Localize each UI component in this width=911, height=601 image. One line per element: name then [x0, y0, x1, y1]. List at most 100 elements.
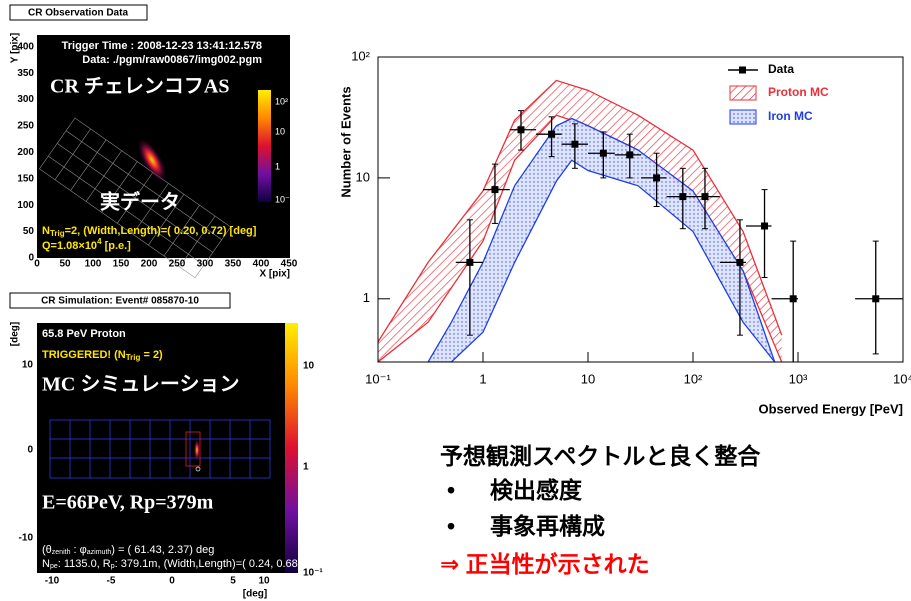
x-tick-label: 10⁴	[893, 371, 911, 386]
data-point	[679, 193, 686, 200]
legend-label: Iron MC	[768, 109, 813, 123]
panel-title: CR チェレンコフAS	[50, 76, 229, 98]
subscript: azimuth	[87, 549, 112, 556]
x-tick-label: 10³	[789, 371, 808, 386]
data-point	[790, 295, 797, 302]
x-tick-label: -5	[107, 576, 116, 587]
y-tick-label: 0	[27, 445, 33, 456]
data-point	[701, 193, 708, 200]
text: =2, (Width,Length)=( 0.20, 0.72) [deg]	[65, 225, 257, 237]
y-tick-label: 400	[17, 41, 34, 52]
data-point	[571, 141, 578, 148]
simulation-panel: CR Simulation: Event# 085870-10 65.8 PeV…	[10, 293, 324, 600]
data-point	[517, 126, 524, 133]
colorbar	[258, 90, 271, 202]
observation-panel: CR Observation Data Trigger Time : 2008-…	[10, 5, 298, 280]
panel-header: CR Simulation: Event# 085870-10	[41, 296, 199, 307]
npe-line: Npe: 1135.0, Rp: 379.1m, (Width,Length)=…	[42, 558, 323, 570]
panel-title: MC シミュレーション	[42, 374, 240, 396]
x-tick-label: 10	[581, 371, 595, 386]
data-point	[491, 186, 498, 193]
slide: CR Observation Data Trigger Time : 2008-…	[0, 0, 911, 601]
text: N	[42, 558, 50, 570]
panel-caption: E=66PeV, Rp=379m	[42, 492, 214, 514]
x-tick-label: 0	[34, 259, 40, 270]
subscript: zenith	[52, 549, 71, 556]
data-point	[548, 131, 555, 138]
bullet: •	[447, 477, 455, 503]
text: Q=1.08×10	[42, 240, 97, 252]
x-tick-label: 10⁻¹	[365, 371, 391, 386]
x-tick-label: 10	[258, 576, 270, 587]
data-point	[872, 295, 879, 302]
colorbar-label: 10	[275, 126, 285, 136]
bullet: •	[447, 513, 455, 539]
summary-item: 検出感度	[490, 477, 583, 503]
x-tick-label: 300	[197, 259, 214, 270]
y-tick-label: 300	[17, 94, 34, 105]
legend-swatch	[730, 86, 756, 100]
y-tick-label: 250	[17, 121, 34, 132]
data-file: Data: ./pgm/raw00867/img002.pgm	[82, 54, 262, 66]
colorbar	[285, 323, 298, 573]
colorbar-label: 10²	[275, 96, 288, 106]
data-point	[466, 259, 473, 266]
y-tick-label: 1	[363, 290, 370, 305]
data-point	[626, 151, 633, 158]
plot-content	[378, 80, 903, 362]
subscript: pe	[50, 563, 58, 570]
x-tick-label: 50	[59, 259, 71, 270]
y-tick-label: 350	[17, 68, 34, 79]
y-tick-label: 200	[17, 147, 34, 158]
x-tick-label: 100	[85, 259, 102, 270]
x-tick-label: 5	[230, 576, 236, 587]
x-tick-label: 400	[253, 259, 270, 270]
text: N	[42, 225, 50, 237]
x-tick-label: 450	[281, 259, 298, 270]
colorbar-label: 10⁻¹	[303, 568, 323, 579]
primary: 65.8 PeV Proton	[42, 328, 126, 340]
subscript: Trig	[50, 229, 65, 238]
x-tick-label: 0	[169, 576, 175, 587]
legend-marker	[739, 67, 746, 74]
x-tick-label: 350	[225, 259, 242, 270]
text: : 379.1m, (Width,Length)=( 0.24, 0.68) d…	[115, 558, 323, 570]
y-axis-title: Number of Events	[338, 86, 353, 197]
colorbar-label: 1	[303, 462, 309, 473]
legend-swatch	[730, 110, 756, 124]
x-tick-label: 10²	[684, 371, 703, 386]
summary-conclusion: ⇒ 正当性が示された	[440, 551, 650, 577]
triggered: TRIGGERED! (NTrig = 2)	[42, 349, 163, 362]
summary-item: 事象再構成	[490, 513, 605, 539]
summary: 予想観測スペクトルと良く整合 • 検出感度 • 事象再構成 ⇒ 正当性が示された	[440, 443, 761, 577]
summary-heading: 予想観測スペクトルと良く整合	[440, 443, 761, 469]
trigger-time: Trigger Time : 2008-12-23 13:41:12.578	[62, 40, 262, 52]
y-axis-label: [deg]	[10, 322, 21, 346]
data-point	[761, 223, 768, 230]
text: ) = ( 61.43, 2.37) deg	[111, 544, 214, 556]
data-point	[600, 150, 607, 157]
subscript: Trig	[126, 353, 141, 362]
legend-label: Proton MC	[768, 85, 829, 99]
x-axis-title: Observed Energy [PeV]	[759, 401, 904, 416]
y-tick-label: 10	[22, 360, 34, 371]
colorbar-label: 10	[303, 361, 315, 372]
colorbar-label: 1	[275, 161, 280, 171]
x-tick-label: 200	[141, 259, 158, 270]
text: (θ	[42, 544, 52, 556]
colorbar-label: 10⁻¹	[275, 194, 293, 204]
text: TRIGGERED! (N	[42, 349, 126, 361]
x-tick-label: -10	[45, 576, 60, 587]
text: = 2)	[140, 349, 163, 361]
data-point	[736, 259, 743, 266]
x-tick-label: 1	[479, 371, 486, 386]
y-tick-label: -10	[19, 533, 34, 544]
text: : φ	[70, 544, 86, 556]
y-tick-label: 150	[17, 173, 34, 184]
panel-header: CR Observation Data	[28, 8, 128, 19]
text: [p.e.]	[102, 240, 132, 252]
y-tick-label: 0	[28, 253, 34, 264]
panel-caption: 実データ	[100, 190, 180, 214]
